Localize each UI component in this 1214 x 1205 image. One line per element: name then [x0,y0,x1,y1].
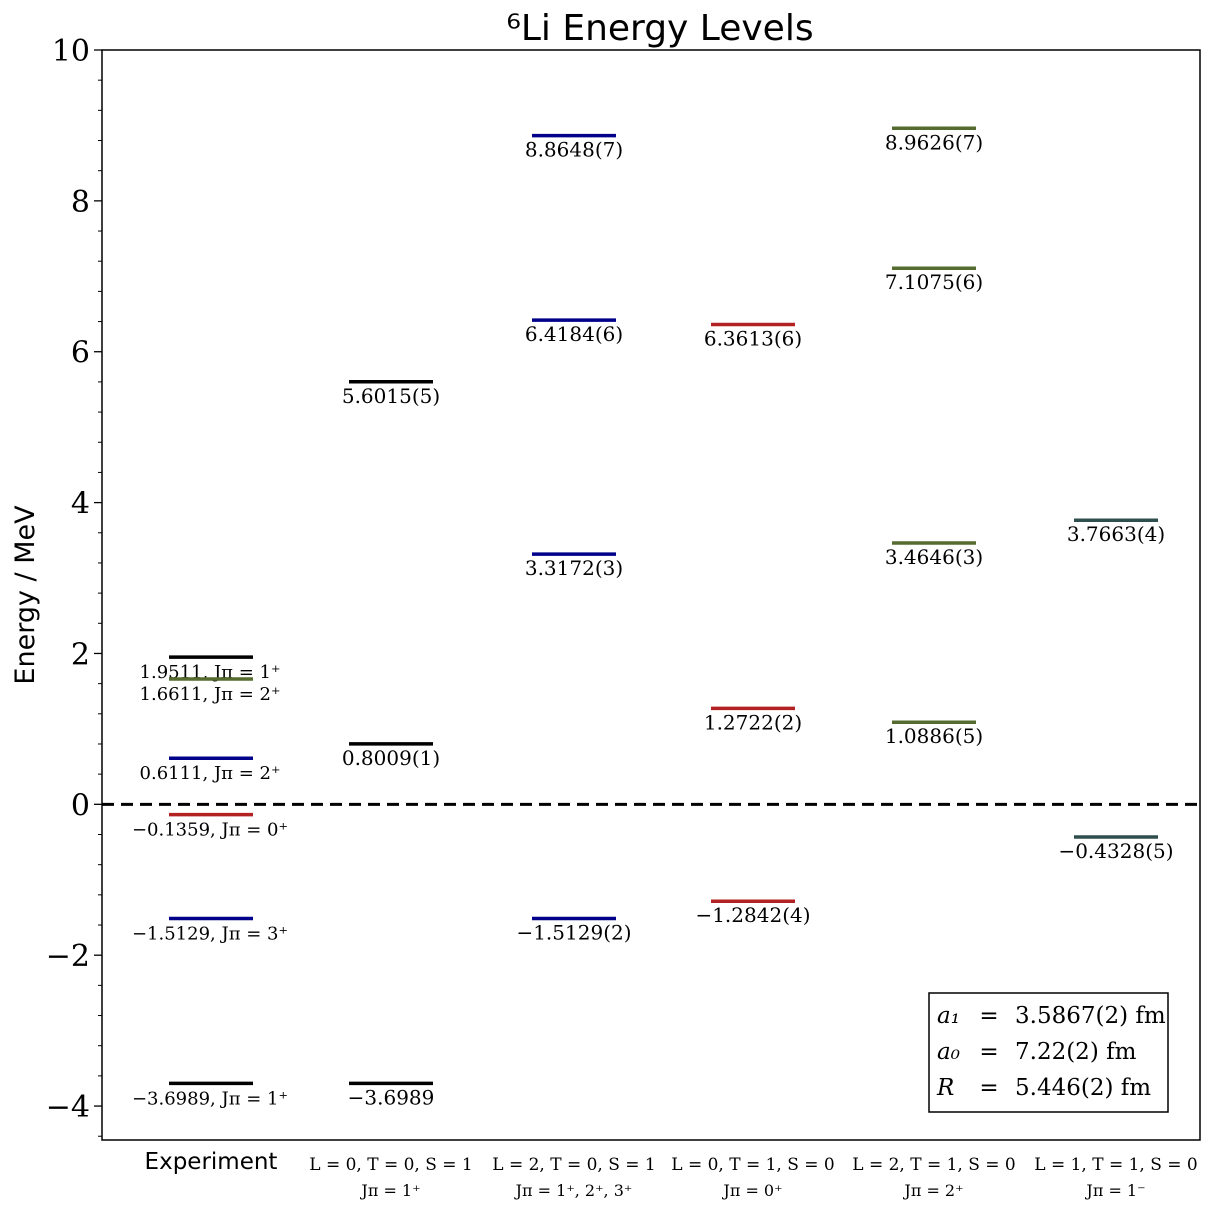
energy-level-label: −1.5129(2) [516,920,631,944]
column-jpi-label: Jπ = 2⁺ [902,1181,963,1200]
column-label: L = 0, T = 1, S = 0 [671,1155,835,1175]
column-label: L = 2, T = 0, S = 1 [492,1155,656,1175]
energy-levels: 1.9511, Jπ = 1⁺1.6611, Jπ = 2⁺0.6111, Jπ… [132,126,1174,1109]
y-tick-label: 0 [71,788,90,823]
energy-level-label: −0.1359, Jπ = 0⁺ [132,820,288,841]
y-tick-label: −2 [46,939,90,974]
energy-level-label: 5.6015(5) [342,384,440,408]
chart-title: ⁶Li Energy Levels [506,8,813,49]
parameter-value: 3.5867(2) fm [1015,1003,1166,1029]
parameter-equals: = [979,1003,998,1029]
y-axis-title-text: Energy / MeV [10,505,41,685]
column-label: L = 2, T = 1, S = 0 [852,1155,1016,1175]
energy-level-label: −3.6989 [348,1085,435,1109]
parameter-box-frame [928,992,1169,1113]
y-tick-label: 10 [52,34,90,69]
column-jpi-label: Jπ = 1⁺ [359,1181,420,1200]
energy-level-label: 3.7663(4) [1067,522,1165,546]
column-label: Experiment [145,1149,278,1175]
energy-level-label: −1.2842(4) [695,903,810,927]
energy-level-label: 7.1075(6) [885,270,983,294]
energy-level-label: −3.6989, Jπ = 1⁺ [132,1088,288,1109]
parameter-equals: = [979,1075,998,1101]
parameter-symbol: a₁ [937,1003,960,1029]
energy-level-label: 8.8648(7) [525,138,623,162]
energy-level-label: 8.9626(7) [885,130,983,154]
parameter-equals: = [979,1039,998,1065]
energy-level-label: 6.4184(6) [525,322,623,346]
y-tick-label: 4 [71,487,90,522]
energy-level-label: 0.8009(1) [342,746,440,770]
column-jpi-label: Jπ = 1⁻ [1084,1181,1145,1200]
column-labels: Experiment L = 0, T = 0, S = 1 Jπ = 1⁺ L = … [145,1149,1198,1200]
energy-level-label: −1.5129, Jπ = 3⁺ [132,923,288,944]
y-tick-label: 2 [71,637,90,672]
y-axis-title: Energy / MeV [10,505,41,685]
energy-level-label: 1.0886(5) [885,724,983,748]
chart-title-text: ⁶Li Energy Levels [506,8,813,49]
y-tick-label: 6 [71,336,90,371]
parameter-value: 7.22(2) fm [1015,1039,1137,1065]
energy-level-label: −0.4328(5) [1058,839,1173,863]
y-tick-label: −4 [46,1090,90,1125]
parameter-box: a₁ = 3.5867(2) fm a₀ = 7.22(2) fm R = 5.446(2) f… [928,992,1169,1113]
column-label: L = 0, T = 0, S = 1 [309,1155,473,1175]
column-jpi-label: Jπ = 1⁺, 2⁺, 3⁺ [514,1181,633,1200]
parameter-symbol: R [936,1075,954,1101]
y-tick-label: 8 [71,185,90,220]
column-jpi-label: Jπ = 0⁺ [721,1181,782,1200]
energy-level-label: 0.6111, Jπ = 2⁺ [140,763,281,784]
parameter-symbol: a₀ [937,1039,960,1065]
energy-level-label: 1.2722(2) [704,710,802,734]
column-label: L = 1, T = 1, S = 0 [1034,1155,1198,1175]
energy-level-label: 1.6611, Jπ = 2⁺ [140,684,281,705]
energy-level-label: 3.4646(3) [885,545,983,569]
energy-level-label: 6.3613(6) [704,326,802,350]
plot-frame [101,49,1201,1141]
parameter-value: 5.446(2) fm [1015,1075,1151,1101]
plot-border [101,49,1201,1141]
energy-level-label: 3.3172(3) [525,556,623,580]
y-axis-ticks: −4 −2 0 2 4 6 8 10 [46,34,102,1137]
